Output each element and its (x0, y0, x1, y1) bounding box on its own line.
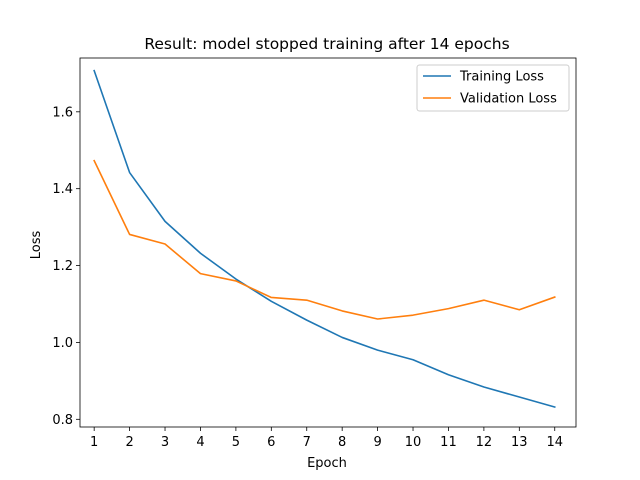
x-tick-label: 8 (338, 435, 346, 450)
y-tick-label: 1.4 (52, 182, 73, 197)
y-tick-label: 1.0 (52, 336, 73, 351)
legend-box (416, 64, 570, 112)
plot-frame (79, 57, 577, 428)
y-tick-label: 1.6 (52, 105, 73, 120)
plot-area: 1 2 3 4 5 6 7 8 9 10 11 12 13 140.81.01.21.41.6 (52, 57, 577, 450)
legend-label: Validation Loss (460, 92, 557, 107)
x-axis-label: Epoch (307, 456, 347, 471)
legend-label: Training Loss (459, 70, 544, 85)
x-tick-label: 6 (267, 435, 275, 450)
x-tick-label: 5 (232, 435, 240, 450)
legend: Training Loss Validation Loss (416, 64, 570, 112)
chart-title: Result: model stopped training after 14 … (144, 35, 509, 53)
x-tick-label: 10 (405, 435, 422, 450)
x-tick-label: 11 (440, 435, 457, 450)
series-line-validation-loss (93, 159, 556, 320)
x-tick-label: 4 (196, 435, 204, 450)
x-tick-label: 12 (476, 435, 493, 450)
x-tick-label: 3 (161, 435, 169, 450)
series-line-training-loss (93, 69, 556, 408)
y-tick-label: 1.2 (52, 259, 73, 274)
x-tick-label: 7 (303, 435, 311, 450)
y-tick-label: 0.8 (52, 413, 73, 428)
x-tick-label: 14 (546, 435, 563, 450)
x-tick-label: 13 (511, 435, 528, 450)
x-tick-label: 2 (125, 435, 133, 450)
x-tick-label: 1 (90, 435, 98, 450)
y-axis-label: Loss (29, 231, 44, 260)
x-tick-label: 9 (373, 435, 381, 450)
